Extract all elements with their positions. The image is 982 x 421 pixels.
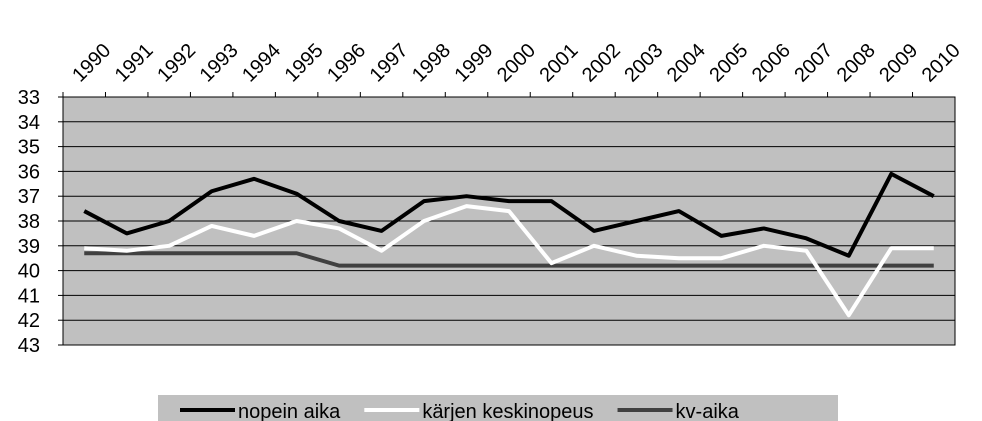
x-tick-label: 1992: [153, 40, 200, 87]
series-line: [84, 251, 934, 268]
y-tick-label: 39: [18, 236, 40, 258]
x-tick-label: 1996: [323, 40, 370, 87]
y-tick-label: 41: [18, 285, 40, 307]
x-tick-label: 1991: [111, 40, 158, 87]
y-tick-label: 43: [18, 335, 40, 357]
y-tick-label: 36: [18, 161, 40, 183]
x-tick-label: 2004: [663, 40, 710, 87]
x-tick-label: 2003: [620, 40, 667, 87]
x-tick-label: 2009: [875, 40, 922, 87]
x-tick-label: 2006: [748, 40, 795, 87]
y-tick-label: 40: [18, 261, 40, 283]
x-tick-label: 2002: [578, 40, 625, 87]
x-tick-label: 2001: [535, 40, 582, 87]
legend-box: [158, 395, 838, 421]
legend-label: kärjen keskinopeus: [422, 401, 593, 421]
x-tick-label: 1999: [451, 40, 498, 87]
series-line: [84, 204, 934, 318]
x-tick-label: 2000: [493, 40, 540, 87]
x-tick-label: 1994: [238, 40, 285, 87]
x-tick-label: 2005: [705, 40, 752, 87]
legend-label: kv-aika: [676, 401, 740, 421]
y-tick-label: 42: [18, 310, 40, 332]
series-line: [83, 171, 935, 258]
x-tick-label: 1993: [196, 40, 243, 87]
x-tick-label: 1995: [281, 40, 328, 87]
y-tick-label: 35: [18, 137, 40, 159]
x-tick-label: 2008: [833, 40, 880, 87]
y-tick-label: 37: [18, 186, 40, 208]
y-tick-label: 38: [18, 211, 40, 233]
x-tick-label: 1990: [68, 40, 115, 87]
y-tick-label: 34: [18, 112, 40, 134]
x-tick-label: 2010: [918, 40, 965, 87]
x-tick-label: 1997: [366, 40, 413, 87]
x-tick-label: 2007: [790, 40, 837, 87]
y-tick-label: 33: [18, 87, 40, 109]
legend-label: nopein aika: [238, 401, 341, 421]
x-tick-label: 1998: [408, 40, 455, 87]
